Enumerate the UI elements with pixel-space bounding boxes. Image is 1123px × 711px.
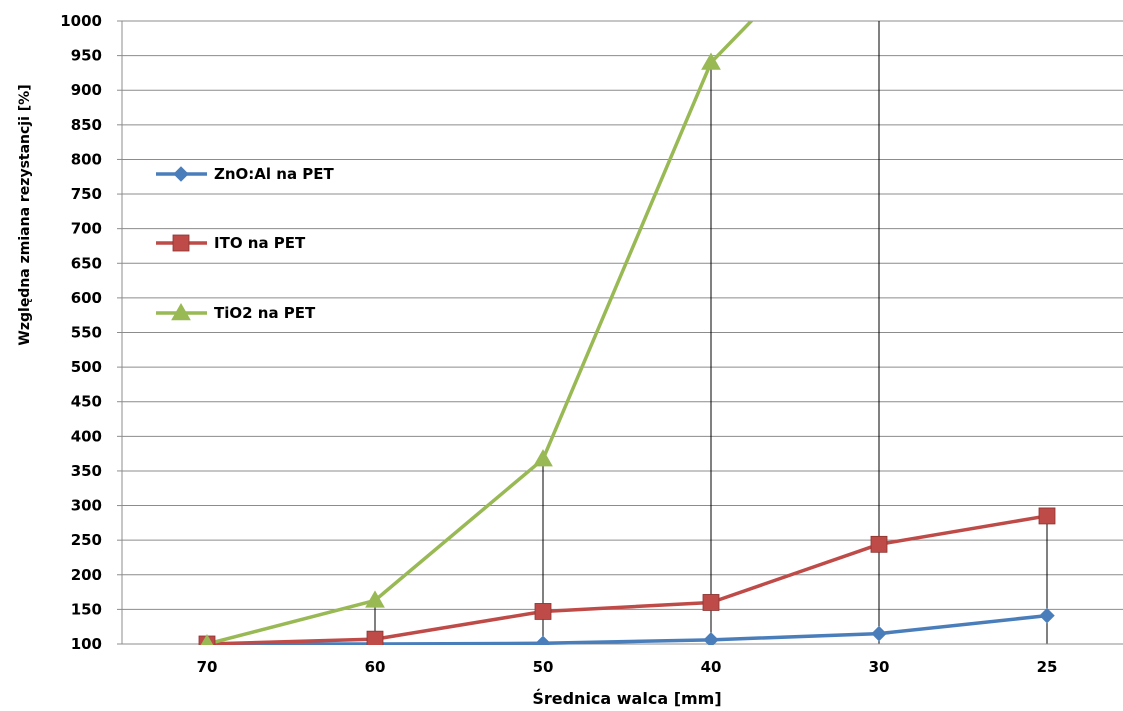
- data-point: [1038, 507, 1056, 525]
- data-point: [366, 630, 384, 645]
- data-point: [1039, 607, 1055, 624]
- y-tick-label: 950: [71, 47, 102, 65]
- y-tick-label: 650: [71, 254, 102, 272]
- y-axis-title: Względna zmiana rezystancji [%]: [17, 84, 33, 345]
- y-tick-label: 900: [71, 81, 102, 99]
- y-tick-label: 250: [71, 531, 102, 549]
- x-tick-label: 50: [533, 658, 554, 676]
- legend-marker: [171, 302, 191, 321]
- series-line-2: [206, 514, 1048, 645]
- series-line-1: [207, 613, 1048, 645]
- y-tick-label: 300: [71, 497, 102, 515]
- x-tick-label: 25: [1037, 658, 1058, 676]
- y-tick-label: 350: [71, 462, 102, 480]
- x-axis-title: Średnica walca [mm]: [532, 689, 721, 708]
- legend: ZnO:Al na PET ITO na PET TiO2 na PET: [156, 165, 335, 322]
- legend-marker: [172, 234, 190, 252]
- y-tick-label: 800: [71, 150, 102, 168]
- legend-label: ITO na PET: [214, 234, 306, 252]
- y-tick-label: 1000: [60, 12, 102, 30]
- data-point: [200, 633, 214, 645]
- markers-group: [198, 52, 1056, 645]
- y-tick-label: 100: [71, 635, 102, 653]
- y-tick-label: 450: [71, 393, 102, 411]
- y-tick-label: 550: [71, 324, 102, 342]
- series-group: [206, 21, 1048, 645]
- data-point: [702, 594, 720, 611]
- x-tick-label: 40: [701, 658, 722, 676]
- axes: 100 150 200 250 300 350 400 450 500 550 600 650 700 7…: [60, 12, 1123, 676]
- data-point: [703, 632, 719, 645]
- x-tick-label: 30: [869, 658, 890, 676]
- y-tick-label: 600: [71, 289, 102, 307]
- y-tick-label: 150: [71, 600, 102, 618]
- y-tick-label: 400: [71, 427, 102, 445]
- data-point: [701, 52, 721, 70]
- legend-label: ZnO:Al na PET: [214, 165, 335, 183]
- x-tick-label: 70: [197, 658, 218, 676]
- legend-label: TiO2 na PET: [214, 304, 316, 322]
- data-point: [365, 590, 385, 608]
- data-point: [534, 603, 552, 620]
- x-tick-label: 60: [365, 658, 386, 676]
- y-tick-label: 850: [71, 116, 102, 134]
- y-tick-label: 500: [71, 358, 102, 376]
- data-point: [871, 625, 887, 642]
- y-tick-label: 700: [71, 220, 102, 238]
- y-tick-label: 200: [71, 566, 102, 584]
- legend-marker: [173, 166, 189, 182]
- data-point: [535, 635, 551, 645]
- gridlines: [122, 20, 1123, 645]
- data-point: [533, 449, 553, 467]
- y-tick-label: 750: [71, 185, 102, 203]
- data-point: [870, 535, 888, 553]
